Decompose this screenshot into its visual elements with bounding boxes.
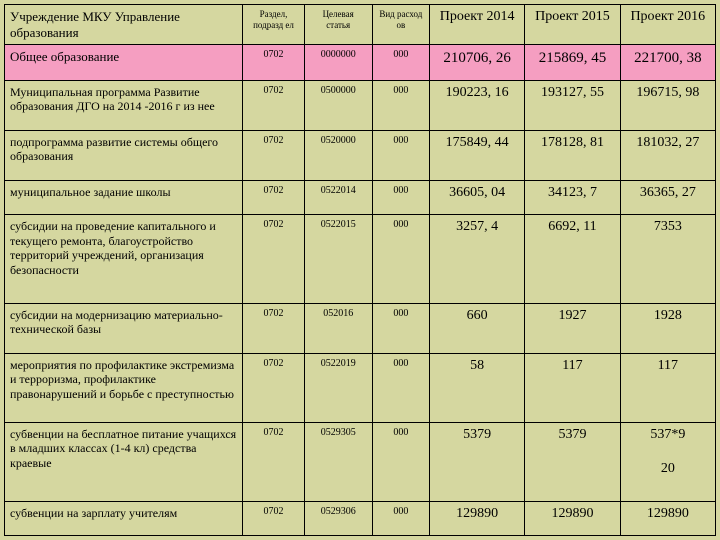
table-row: подпрограмма развитие системы общего обр…	[5, 131, 716, 181]
table-row: субвенции на бесплатное питание учащихся…	[5, 422, 716, 501]
header-name: Учреждение МКУ Управление образования	[5, 5, 243, 45]
cell-name: подпрограмма развитие системы общего обр…	[5, 131, 243, 181]
cell-type: 000	[372, 303, 429, 353]
cell-type: 000	[372, 80, 429, 130]
cell-type: 000	[372, 131, 429, 181]
cell-p2014: 129890	[429, 501, 524, 535]
cell-section: 0702	[243, 422, 304, 501]
cell-article: 0500000	[304, 80, 372, 130]
cell-section: 0702	[243, 303, 304, 353]
cell-p2014: 175849, 44	[429, 131, 524, 181]
header-p2016: Проект 2016	[620, 5, 715, 45]
budget-table: Учреждение МКУ Управление образования Ра…	[4, 4, 716, 536]
cell-p2016: 117	[620, 353, 715, 422]
header-article: Целевая статья	[304, 5, 372, 45]
cell-p2014: 5379	[429, 422, 524, 501]
cell-p2015: 193127, 55	[525, 80, 620, 130]
cell-p2015: 34123, 7	[525, 181, 620, 215]
header-p2015: Проект 2015	[525, 5, 620, 45]
cell-section: 0702	[243, 181, 304, 215]
cell-p2015: 129890	[525, 501, 620, 535]
cell-p2014: 58	[429, 353, 524, 422]
table-row: Муниципальная программа Развитие образов…	[5, 80, 716, 130]
cell-article: 0522019	[304, 353, 372, 422]
cell-p2014: 190223, 16	[429, 80, 524, 130]
cell-article: 0529306	[304, 501, 372, 535]
cell-name: мероприятия по профилактике экстремизма …	[5, 353, 243, 422]
cell-type: 000	[372, 422, 429, 501]
table-row: субсидии на проведение капитального и те…	[5, 215, 716, 303]
cell-p2015: 215869, 45	[525, 45, 620, 81]
cell-p2016: 129890	[620, 501, 715, 535]
cell-name: субсидии на модернизацию материально-тех…	[5, 303, 243, 353]
cell-p2016: 196715, 98	[620, 80, 715, 130]
cell-p2016: 537*9 20	[620, 422, 715, 501]
table-row: Общее образование07020000000000210706, 2…	[5, 45, 716, 81]
cell-name: субсидии на проведение капитального и те…	[5, 215, 243, 303]
cell-article: 052016	[304, 303, 372, 353]
cell-type: 000	[372, 45, 429, 81]
header-row: Учреждение МКУ Управление образования Ра…	[5, 5, 716, 45]
cell-section: 0702	[243, 353, 304, 422]
cell-p2014: 210706, 26	[429, 45, 524, 81]
table-row: субсидии на модернизацию материально-тех…	[5, 303, 716, 353]
cell-article: 0522014	[304, 181, 372, 215]
table-row: субвенции на зарплату учителям0702052930…	[5, 501, 716, 535]
cell-article: 0000000	[304, 45, 372, 81]
cell-type: 000	[372, 181, 429, 215]
cell-p2014: 660	[429, 303, 524, 353]
header-section: Раздел, подразд ел	[243, 5, 304, 45]
cell-p2015: 117	[525, 353, 620, 422]
cell-p2015: 178128, 81	[525, 131, 620, 181]
cell-name: муниципальное задание школы	[5, 181, 243, 215]
table-row: мероприятия по профилактике экстремизма …	[5, 353, 716, 422]
cell-name: субвенции на бесплатное питание учащихся…	[5, 422, 243, 501]
cell-section: 0702	[243, 80, 304, 130]
cell-section: 0702	[243, 501, 304, 535]
cell-article: 0522015	[304, 215, 372, 303]
cell-name: Общее образование	[5, 45, 243, 81]
cell-type: 000	[372, 353, 429, 422]
cell-p2014: 3257, 4	[429, 215, 524, 303]
cell-name: субвенции на зарплату учителям	[5, 501, 243, 535]
cell-type: 000	[372, 215, 429, 303]
cell-p2015: 6692, 11	[525, 215, 620, 303]
header-p2014: Проект 2014	[429, 5, 524, 45]
cell-p2016: 221700, 38	[620, 45, 715, 81]
cell-p2016: 36365, 27	[620, 181, 715, 215]
cell-p2016: 1928	[620, 303, 715, 353]
cell-article: 0520000	[304, 131, 372, 181]
table-row: муниципальное задание школы0702052201400…	[5, 181, 716, 215]
header-type: Вид расход ов	[372, 5, 429, 45]
cell-section: 0702	[243, 215, 304, 303]
cell-article: 0529305	[304, 422, 372, 501]
cell-type: 000	[372, 501, 429, 535]
cell-p2016: 181032, 27	[620, 131, 715, 181]
cell-p2016: 7353	[620, 215, 715, 303]
cell-section: 0702	[243, 131, 304, 181]
cell-p2015: 5379	[525, 422, 620, 501]
cell-p2015: 1927	[525, 303, 620, 353]
cell-name: Муниципальная программа Развитие образов…	[5, 80, 243, 130]
cell-section: 0702	[243, 45, 304, 81]
cell-p2014: 36605, 04	[429, 181, 524, 215]
